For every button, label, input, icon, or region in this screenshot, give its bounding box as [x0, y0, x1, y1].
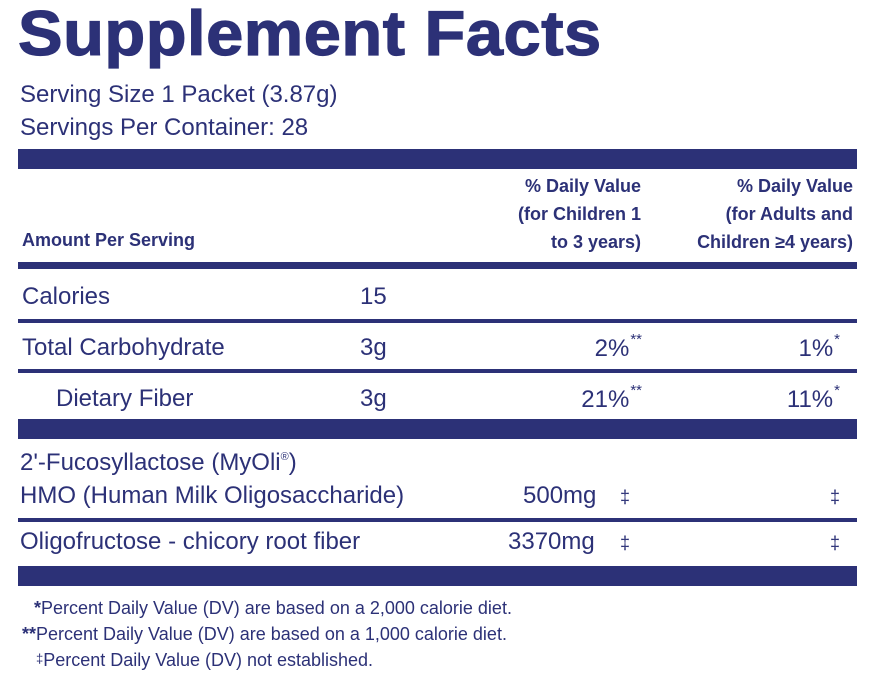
- dv-children-header-line1: % Daily Value: [524, 176, 641, 196]
- dv-children-header-line3: to 3 years): [550, 232, 641, 252]
- middle-divider-bar: [18, 419, 857, 439]
- dv-adults-header-line2: (for Adults and: [725, 204, 853, 224]
- nutrient-amount-dietary-fiber: 3g: [360, 385, 387, 412]
- ingredient-name-text: 2'-Fucosyllactose (MyOli: [20, 449, 281, 476]
- footnote-mark: *: [834, 382, 840, 399]
- registered-mark: ®: [280, 451, 289, 463]
- ingredient-name-oligofructose: Oligofructose - chicory root fiber: [20, 528, 361, 555]
- footnote-double-asterisk: **Percent Daily Value (DV) are based on …: [22, 624, 507, 645]
- dv-value: 1%: [798, 335, 834, 362]
- footnote-mark: *: [834, 331, 840, 348]
- nutrient-amount-calories: 15: [360, 283, 387, 310]
- dv-value: 11%: [786, 386, 834, 413]
- ingredient-name-2fl-line2: HMO (Human Milk Oligosaccharide): [20, 482, 405, 509]
- dv-value: 21%: [581, 386, 630, 413]
- row-divider: [18, 369, 857, 373]
- dv-children-header: % Daily Value (for Children 1 to 3 years…: [518, 172, 641, 256]
- dv-children-2fl: ‡: [620, 487, 631, 507]
- ingredient-name-2fl-line1: 2'-Fucosyllactose (MyOli®): [20, 449, 297, 477]
- footnote-text: Percent Daily Value (DV) are based on a …: [36, 624, 507, 644]
- row-divider: [18, 518, 857, 522]
- servings-per-container: Servings Per Container: 28: [20, 114, 309, 141]
- label-title: Supplement Facts: [17, 0, 602, 70]
- dv-children-oligofructose: ‡: [620, 533, 631, 553]
- dv-adults-header: % Daily Value (for Adults and Children ≥…: [697, 172, 853, 256]
- nutrient-name-total-carbohydrate: Total Carbohydrate: [22, 334, 225, 361]
- top-divider-bar: [18, 149, 857, 169]
- ingredient-amount-oligofructose: 3370mg: [508, 528, 595, 555]
- row-divider: [18, 319, 857, 323]
- dv-adults-header-line3: Children ≥4 years): [697, 232, 853, 252]
- dv-adults-header-line1: % Daily Value: [736, 176, 853, 196]
- footnote-mark: **: [630, 382, 642, 399]
- footnote-mark: **: [630, 331, 642, 348]
- ingredient-amount-2fl: 500mg: [523, 482, 597, 509]
- dv-adults-2fl: ‡: [830, 487, 841, 507]
- nutrient-amount-total-carbohydrate: 3g: [360, 334, 387, 361]
- dv-children-header-line2: (for Children 1: [517, 204, 641, 224]
- footnote-text: Percent Daily Value (DV) not established…: [43, 650, 374, 670]
- footnote-mark: **: [22, 624, 37, 644]
- dv-adults-dietary-fiber: 11%*: [786, 382, 840, 414]
- serving-size: Serving Size 1 Packet (3.87g): [20, 81, 338, 108]
- dv-adults-oligofructose: ‡: [830, 533, 841, 553]
- footnote-mark: *: [34, 598, 42, 618]
- header-divider-bar: [18, 262, 857, 269]
- dv-children-total-carbohydrate: 2%**: [594, 331, 642, 363]
- nutrient-name-dietary-fiber: Dietary Fiber: [56, 385, 194, 412]
- bottom-divider-bar: [18, 566, 857, 586]
- footnote-text: Percent Daily Value (DV) are based on a …: [41, 598, 512, 618]
- amount-per-serving-header: Amount Per Serving: [22, 230, 196, 250]
- dv-children-dietary-fiber: 21%**: [581, 382, 642, 414]
- footnote-mark: ‡: [36, 651, 44, 666]
- ingredient-name-text: ): [288, 449, 297, 476]
- dv-adults-total-carbohydrate: 1%*: [798, 331, 840, 363]
- nutrient-name-calories: Calories: [22, 283, 111, 310]
- footnote-double-dagger: ‡Percent Daily Value (DV) not establishe…: [36, 650, 373, 671]
- dv-value: 2%: [594, 335, 630, 362]
- footnote-single-asterisk: *Percent Daily Value (DV) are based on a…: [34, 598, 512, 619]
